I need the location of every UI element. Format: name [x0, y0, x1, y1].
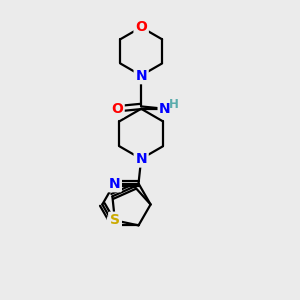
Text: S: S: [110, 213, 120, 227]
Text: N: N: [135, 68, 147, 83]
Text: O: O: [111, 102, 123, 116]
Text: N: N: [109, 177, 120, 190]
Text: N: N: [135, 152, 147, 166]
Text: O: O: [135, 20, 147, 34]
Text: H: H: [169, 98, 178, 111]
Text: N: N: [109, 218, 120, 233]
Text: N: N: [159, 102, 170, 116]
